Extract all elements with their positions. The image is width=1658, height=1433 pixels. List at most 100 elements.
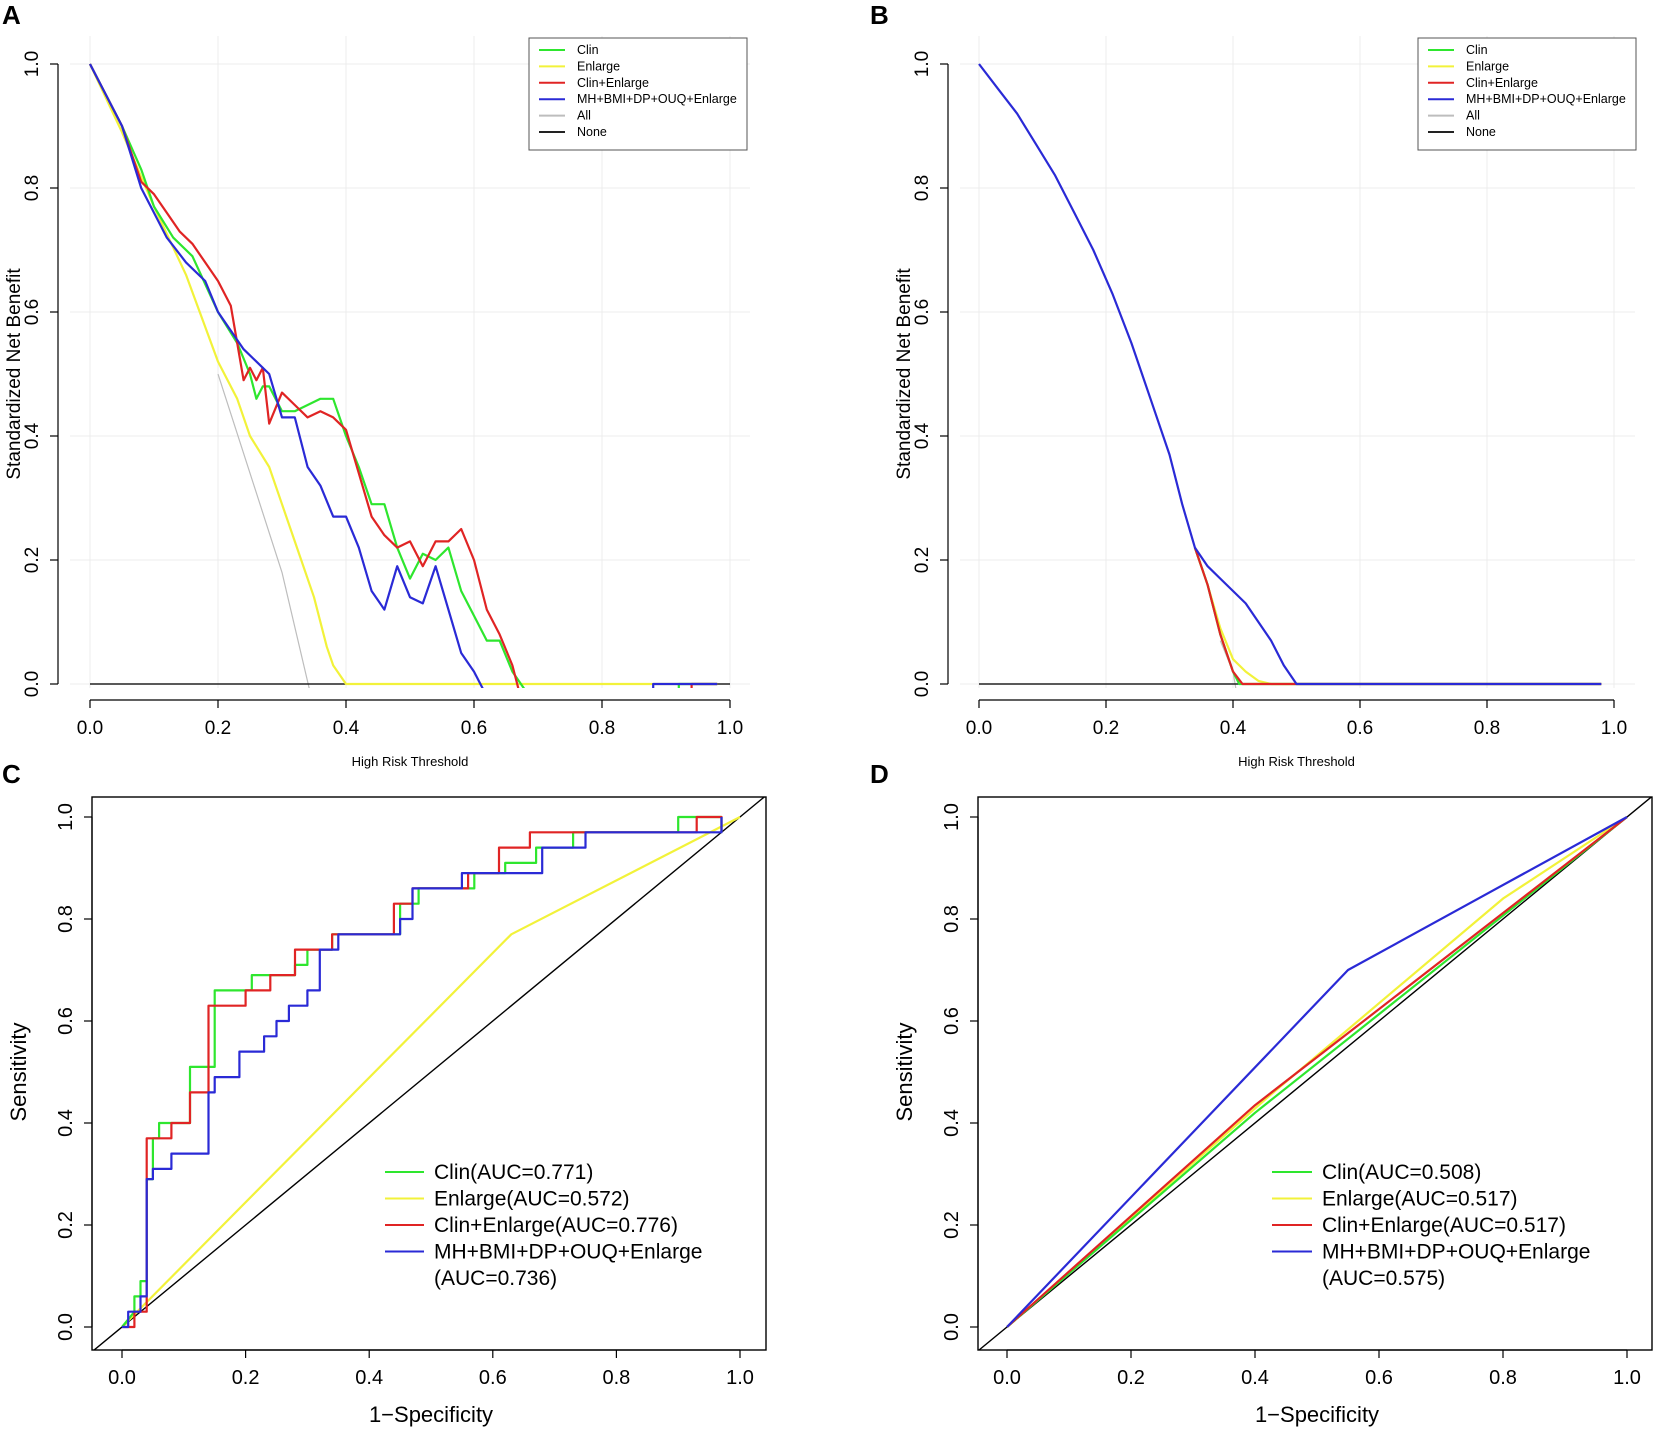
legend: Clin Enlarge Clin+Enlarge MH+BMI+DP+OUQ+Enl…: [528, 37, 748, 151]
series-line-clin: [1006, 816, 1628, 1328]
y-axis-title: Sensitivity: [892, 1022, 917, 1121]
y-tick-label: 0.8: [912, 175, 933, 201]
panel-c: C 0.0 0.2 0.4 0.6 0.8 1.0 0.0 0.2 0.4 0.6 0.8 1.0 1−S…: [2, 759, 767, 1427]
legend-label: MH+BMI+DP+OUQ+Enlarge: [1466, 92, 1626, 106]
legend-label: None: [1466, 125, 1496, 139]
series-line-clin: [1193, 547, 1602, 686]
legend-label: Enlarge: [577, 59, 620, 73]
legend-label: All: [577, 109, 591, 123]
y-tick-label: 0.0: [22, 671, 43, 697]
series-line-enlarge: [1193, 547, 1602, 686]
series-line-diagonal: [978, 797, 1652, 1350]
panel-letter: B: [870, 0, 889, 30]
legend-label: (AUC=0.575): [1322, 1267, 1445, 1290]
legend-label: Clin(AUC=0.508): [1322, 1161, 1481, 1184]
legend-label: Clin+Enlarge: [577, 76, 649, 90]
y-axis-title: Standardized Net Benefit: [4, 268, 25, 480]
series-line-diagonal: [93, 797, 766, 1350]
legend-box: [1417, 37, 1637, 151]
legend-label: Clin: [577, 43, 599, 57]
legend: Clin(AUC=0.771) Enlarge(AUC=0.572) Clin+En…: [385, 1161, 702, 1290]
legend-label: Clin+Enlarge: [1466, 76, 1538, 90]
series-line-all: [217, 373, 310, 688]
x-tick-label: 0.2: [1117, 1367, 1145, 1389]
y-tick-label: 0.8: [941, 905, 963, 933]
x-tick-label: 0.4: [355, 1367, 383, 1389]
y-tick-label: 0.6: [22, 299, 43, 325]
y-tick-label: 0.2: [941, 1211, 963, 1239]
x-tick-label: 1.0: [726, 1367, 754, 1389]
panel-b: B 0.0 0.2 0.4 0.6 0.8 1.0 0.0 0.2 0.4 0.6 0.8 1.0 Hig…: [870, 0, 1637, 769]
legend-label: Clin+Enlarge(AUC=0.776): [434, 1214, 678, 1237]
y-tick-label: 0.0: [912, 671, 933, 697]
x-axis-title: 1−Specificity: [369, 1402, 493, 1427]
series-line-clin: [89, 63, 526, 688]
x-tick-label: 0.2: [232, 1367, 260, 1389]
x-tick-label: 0.8: [1474, 718, 1500, 739]
y-tick-label: 0.4: [22, 422, 43, 449]
x-tick-label: 0.8: [1489, 1367, 1517, 1389]
plot-area: [89, 63, 730, 688]
x-tick-label: 0.0: [108, 1367, 136, 1389]
panel-letter: D: [870, 759, 889, 789]
series-line-mh-bmi-dp-ouq-enlarge-tail: [652, 682, 718, 688]
y-tick-label: 0.4: [55, 1109, 77, 1137]
x-axis-title: High Risk Threshold: [352, 754, 469, 769]
x-tick-label: 0.4: [333, 718, 360, 739]
legend-label: MH+BMI+DP+OUQ+Enlarge: [1322, 1241, 1590, 1264]
plot-area: [978, 63, 1602, 688]
y-tick-label: 1.0: [912, 51, 933, 77]
series-line-mh-bmi-dp-ouq-enlarge: [978, 63, 1602, 686]
legend-label: Enlarge(AUC=0.517): [1322, 1188, 1518, 1211]
legend-label: MH+BMI+DP+OUQ+Enlarge: [434, 1241, 702, 1264]
panel-letter: A: [2, 0, 21, 30]
legend-label: MH+BMI+DP+OUQ+Enlarge: [577, 92, 737, 106]
legend-label: Clin(AUC=0.771): [434, 1161, 593, 1184]
legend-label: All: [1466, 109, 1480, 123]
y-axis-title: Standardized Net Benefit: [894, 268, 915, 480]
y-axis-title: Sensitivity: [6, 1022, 31, 1121]
panel-a: A 0.0 0.2 0.4 0.6 0.8 1.0 0.0 0.2 0.4 0.6 0.8 1.0 Hig…: [2, 0, 750, 769]
x-tick-label: 0.0: [993, 1367, 1021, 1389]
series-line-mh-bmi-dp-ouq-enlarge: [89, 63, 484, 688]
y-tick-label: 0.4: [912, 422, 933, 449]
y-tick-label: 0.6: [55, 1007, 77, 1035]
y-tick-label: 0.8: [22, 175, 43, 201]
legend-label: Enlarge: [1466, 59, 1509, 73]
series-line-mh-bmi-dp-ouq-enlarge: [122, 817, 723, 1329]
y-tick-label: 0.6: [912, 299, 933, 325]
x-axis-title: 1−Specificity: [1255, 1402, 1379, 1427]
y-tick-label: 1.0: [22, 51, 43, 77]
y-tick-label: 0.0: [941, 1313, 963, 1341]
x-axis-title: High Risk Threshold: [1238, 754, 1355, 769]
legend-label: (AUC=0.736): [434, 1267, 557, 1290]
series-line-enlarge: [1006, 816, 1628, 1328]
y-tick-label: 0.2: [22, 547, 43, 573]
x-tick-label: 0.8: [602, 1367, 630, 1389]
x-tick-label: 0.0: [77, 718, 103, 739]
panel-letter: C: [2, 759, 21, 789]
series-line-enlarge: [89, 63, 718, 686]
x-tick-label: 0.4: [1220, 718, 1247, 739]
series-line-clin-enlarge: [89, 63, 520, 688]
x-tick-label: 1.0: [1613, 1367, 1641, 1389]
x-tick-label: 0.4: [1241, 1367, 1269, 1389]
series-line-clin-enlarge: [1006, 816, 1628, 1328]
series-line-clin-enlarge: [122, 815, 723, 1329]
panel-d: D 0.0 0.2 0.4 0.6 0.8 1.0 0.0 0.2 0.4 0.6 0.8 1.0 1−S…: [870, 759, 1653, 1427]
legend: Clin(AUC=0.508) Enlarge(AUC=0.517) Clin+En…: [1272, 1161, 1590, 1290]
plot-area: [978, 797, 1652, 1350]
legend-box: [528, 37, 748, 151]
x-tick-label: 0.6: [461, 718, 487, 739]
series-line-mh-bmi-dp-ouq-enlarge: [1006, 816, 1628, 1328]
plot-area: [93, 797, 766, 1350]
legend-label: None: [577, 125, 607, 139]
legend-label: Enlarge(AUC=0.572): [434, 1188, 630, 1211]
y-tick-label: 1.0: [55, 803, 77, 831]
y-tick-label: 0.8: [55, 905, 77, 933]
x-tick-label: 1.0: [1601, 718, 1627, 739]
x-tick-label: 0.0: [966, 718, 992, 739]
x-tick-label: 0.2: [1093, 718, 1119, 739]
x-tick-label: 1.0: [717, 718, 743, 739]
